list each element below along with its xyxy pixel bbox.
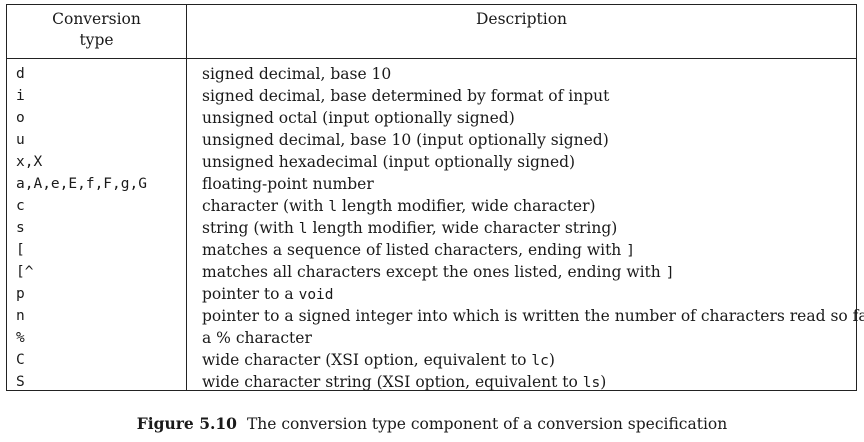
- table-header: Conversion type Description: [7, 5, 856, 59]
- table-row: u unsigned decimal, base 10 (input option…: [7, 129, 856, 151]
- conversion-type-cell: %: [16, 330, 25, 346]
- column-divider: [186, 5, 187, 390]
- header-col1-line1: Conversion: [52, 10, 141, 28]
- description-text: length modifier, wide character): [337, 197, 596, 215]
- description-text: pointer to a signed integer into which i…: [202, 307, 864, 325]
- caption-text: The conversion type component of a conve…: [246, 415, 728, 433]
- conversion-type-cell: o: [16, 110, 25, 126]
- description-cell: character (with l length modifier, wide …: [202, 196, 596, 217]
- description-cell: matches a sequence of listed characters,…: [202, 240, 635, 261]
- description-text: matches all characters except the ones l…: [202, 263, 666, 281]
- description-cell: unsigned hexadecimal (input optionally s…: [202, 152, 575, 172]
- description-cell: pointer to a signed integer into which i…: [202, 306, 864, 326]
- description-cell: signed decimal, base determined by forma…: [202, 86, 609, 106]
- conversion-type-cell: a,A,e,E,f,F,g,G: [16, 176, 147, 192]
- description-cell: pointer to a void: [202, 284, 334, 305]
- conversion-type-cell: p: [16, 286, 25, 302]
- description-text: unsigned decimal, base 10 (input optiona…: [202, 131, 609, 149]
- conversion-type-cell: i: [16, 88, 25, 104]
- description-cell: string (with l length modifier, wide cha…: [202, 218, 617, 239]
- description-cell: wide character (XSI option, equivalent t…: [202, 350, 555, 371]
- code-fragment: ls: [582, 375, 601, 391]
- description-text: floating-point number: [202, 175, 374, 193]
- description-text: matches a sequence of listed characters,…: [202, 241, 627, 259]
- conversion-type-cell: S: [16, 374, 25, 390]
- table-row: d signed decimal, base 10: [7, 63, 856, 85]
- description-text: unsigned octal (input optionally signed): [202, 109, 515, 127]
- description-text: character (with: [202, 197, 329, 215]
- conversion-type-cell: C: [16, 352, 25, 368]
- description-text: signed decimal, base determined by forma…: [202, 87, 610, 105]
- conversion-type-cell: x,X: [16, 154, 43, 170]
- code-fragment: ]: [626, 243, 635, 259]
- figure-caption: Figure 5.10 The conversion type component…: [0, 414, 864, 434]
- code-fragment: ]: [665, 265, 675, 281]
- description-cell: wide character string (XSI option, equiv…: [202, 372, 606, 393]
- header-conversion-type: Conversion type: [7, 9, 186, 51]
- description-cell: floating-point number: [202, 174, 374, 194]
- conversion-type-cell: n: [16, 308, 25, 324]
- description-text: wide character (XSI option, equivalent t…: [202, 351, 532, 369]
- table-row: n pointer to a signed integer into which …: [7, 305, 864, 327]
- code-fragment: l: [328, 199, 338, 215]
- conversion-type-cell: [^: [16, 264, 34, 280]
- description-cell: unsigned decimal, base 10 (input optiona…: [202, 130, 609, 150]
- code-fragment: void: [298, 287, 334, 303]
- conversion-type-cell: s: [16, 220, 25, 236]
- table-body: d signed decimal, base 10 i signed decimal,…: [7, 63, 864, 393]
- table-row: p pointer to a void: [7, 283, 856, 305]
- description-cell: signed decimal, base 10: [202, 64, 391, 84]
- table-row: i signed decimal, base determined by form…: [7, 85, 856, 107]
- description-text: a % character: [202, 329, 312, 347]
- table-row: [^ matches all characters except the ones…: [7, 261, 856, 283]
- header-description: Description: [475, 10, 568, 28]
- code-fragment: l: [298, 221, 308, 237]
- table-row: x,X unsigned hexadecimal (input optionall…: [7, 151, 856, 173]
- conversion-type-cell: d: [16, 66, 25, 82]
- table-row: c character (with l length modifier, wide…: [7, 195, 856, 217]
- conversion-type-cell: [: [16, 242, 25, 258]
- conversion-type-cell: c: [16, 198, 25, 214]
- table-row: % a % character: [7, 327, 856, 349]
- conversion-type-cell: u: [16, 132, 25, 148]
- description-text: wide character string (XSI option, equiv…: [202, 373, 583, 391]
- conversion-type-table: Conversion type Description d signed deci…: [6, 4, 864, 393]
- table-row: [ matches a sequence of listed characters…: [7, 239, 856, 261]
- description-cell: matches all characters except the ones l…: [202, 262, 674, 283]
- header-col1-line2: type: [79, 31, 114, 49]
- code-fragment: lc: [531, 353, 549, 369]
- description-text: pointer to a: [202, 285, 299, 303]
- description-text: signed decimal, base 10: [202, 65, 392, 83]
- description-text: length modifier, wide character string): [307, 219, 618, 237]
- description-text: ): [548, 351, 555, 369]
- description-cell: unsigned octal (input optionally signed): [202, 108, 515, 128]
- description-text: ): [600, 373, 607, 391]
- description-text: string (with: [202, 219, 299, 237]
- caption-label: Figure 5.10: [136, 414, 237, 433]
- description-text: unsigned hexadecimal (input optionally s…: [202, 153, 576, 171]
- table-row: o unsigned octal (input optionally signed…: [7, 107, 856, 129]
- description-cell: a % character: [202, 328, 312, 348]
- table-row: s string (with l length modifier, wide ch…: [7, 217, 856, 239]
- table-row: a,A,e,E,f,F,g,G floating-point number: [7, 173, 856, 195]
